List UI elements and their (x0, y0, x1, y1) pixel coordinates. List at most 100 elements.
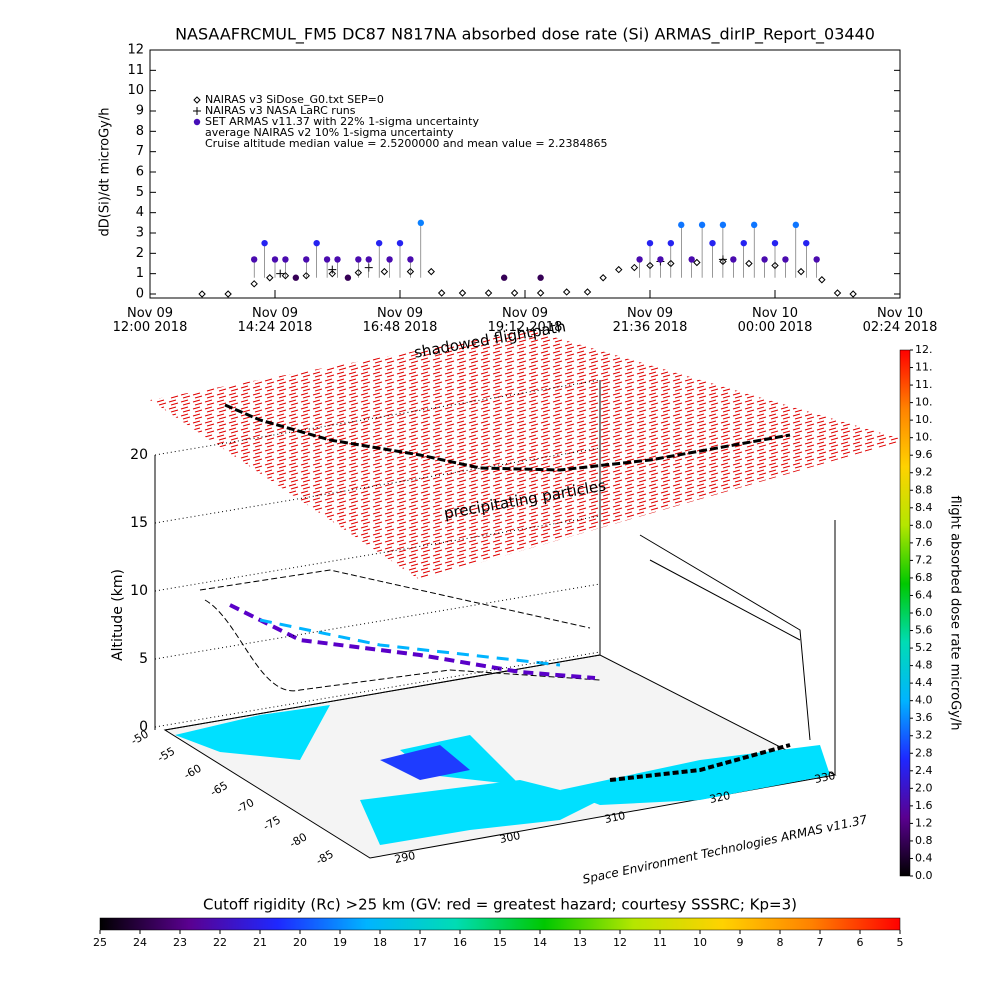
colorbar-tick-label: 10. (915, 396, 933, 409)
colorbar-tick-label: 7.6 (915, 536, 933, 549)
z-tick (154, 583, 601, 660)
colorbar-tick-label: 16 (453, 936, 467, 949)
lon-tick-label: 290 (393, 849, 416, 866)
x-tick-label: Nov 09 12:00 2018 (113, 306, 188, 335)
z-axis-label: Altitude (km) (110, 569, 126, 661)
z-tick-label: 20 (130, 447, 148, 463)
colorbar-tick-label: 8.8 (915, 483, 933, 496)
point (355, 256, 362, 263)
point (615, 265, 623, 274)
chart-title: NASAAFRCMUL_FM5 DC87 N817NA absorbed dos… (175, 25, 875, 45)
point (266, 274, 274, 282)
point (693, 258, 701, 267)
legend-label: NAIRAS v3 NASA LaRC runs (205, 104, 356, 117)
point (458, 289, 467, 297)
point (250, 256, 258, 263)
colorbar-tick-label: 22 (213, 936, 227, 949)
point (437, 289, 446, 297)
lon-tick-label: 310 (603, 809, 626, 826)
point (386, 256, 393, 263)
point (484, 289, 493, 297)
point (334, 256, 341, 263)
point (380, 267, 389, 276)
z-tick-label: 0 (139, 719, 148, 735)
point (302, 271, 310, 280)
dose-track (229, 603, 596, 680)
point (250, 280, 258, 288)
colorbar-tick-label: 3.2 (915, 729, 933, 742)
point (271, 256, 279, 263)
dose-track (259, 618, 561, 667)
point (636, 256, 643, 263)
y-tick-label: 5 (136, 185, 144, 200)
z-tick-label: 15 (130, 515, 148, 531)
colorbar-tick-label: 0.0 (915, 869, 933, 882)
colorbar-tick-label: 9.6 (915, 448, 933, 461)
z-tick (154, 379, 601, 456)
point (745, 259, 753, 268)
point (719, 221, 727, 229)
point (818, 276, 826, 284)
colorbar-tick-label: 15 (493, 936, 507, 949)
point (303, 256, 310, 263)
colorbar-tick-label: 6 (857, 936, 864, 949)
y-tick-label: 11 (127, 63, 144, 78)
point (813, 256, 820, 263)
flight-track (609, 743, 791, 782)
flight-track (639, 534, 811, 741)
colorbar-tick-label: 0.4 (915, 851, 933, 864)
colorbar (899, 349, 911, 877)
z-tick (154, 515, 601, 592)
colorbar-title: Cutoff rigidity (Rc) >25 km (GV: red = g… (203, 896, 797, 914)
point (646, 239, 654, 247)
point (328, 269, 336, 278)
colorbar-tick-label: 1.2 (915, 816, 933, 829)
x-tick-label: Nov 09 21:36 2018 (613, 306, 688, 335)
point (562, 288, 571, 296)
point (323, 256, 331, 263)
lon-tick-label: 300 (498, 829, 521, 846)
x-tick-label: Nov 09 19:12 2018 (488, 306, 563, 335)
colorbar-tick-label: 6.4 (915, 588, 933, 601)
y-tick-label: 0 (136, 287, 144, 302)
point (510, 289, 519, 297)
point (709, 239, 716, 247)
colorbar-tick-label: 14 (533, 936, 547, 949)
y-tick-label: 4 (136, 205, 144, 220)
point (583, 288, 592, 296)
point (375, 239, 383, 247)
x-tick-label: Nov 09 14:24 2018 (238, 306, 313, 335)
colorbar-tick-label: 11. (915, 361, 933, 374)
y-axis-label: dD(Si)/dt microGy/h (98, 108, 113, 237)
point (792, 221, 800, 229)
colorbar-tick-label: 6.8 (915, 571, 933, 584)
point (328, 265, 337, 274)
cutoff-region (175, 705, 600, 845)
z-tick (154, 651, 601, 728)
y-tick-label: 9 (136, 104, 144, 119)
point (657, 256, 664, 263)
colorbar-tick-label: 10 (693, 936, 707, 949)
colorbar-tick-label: 0.8 (915, 834, 933, 847)
flight-track (199, 569, 601, 692)
lon-tick-label: 320 (708, 789, 731, 806)
point (678, 221, 685, 229)
point (536, 289, 545, 297)
colorbar-tick-label: 19 (333, 936, 347, 949)
z-tick (154, 447, 601, 524)
colorbar-tick-label: 2.0 (915, 781, 933, 794)
z-tick-label: 10 (130, 583, 148, 599)
y-tick-label: 2 (136, 246, 144, 261)
point (667, 239, 675, 247)
colorbar (99, 917, 901, 931)
colorbar-tick-label: 11. (915, 378, 933, 391)
point (537, 274, 544, 281)
colorbar-tick-label: 8.0 (915, 518, 933, 531)
colorbar-tick-label: 5.6 (915, 624, 933, 637)
point (688, 256, 695, 263)
colorbar-label: flight absorbed dose rate microGy/h (948, 496, 963, 731)
scene-3d (99, 330, 911, 931)
colorbar-tick-label: 18 (373, 936, 387, 949)
point (833, 289, 842, 297)
point (282, 256, 289, 263)
